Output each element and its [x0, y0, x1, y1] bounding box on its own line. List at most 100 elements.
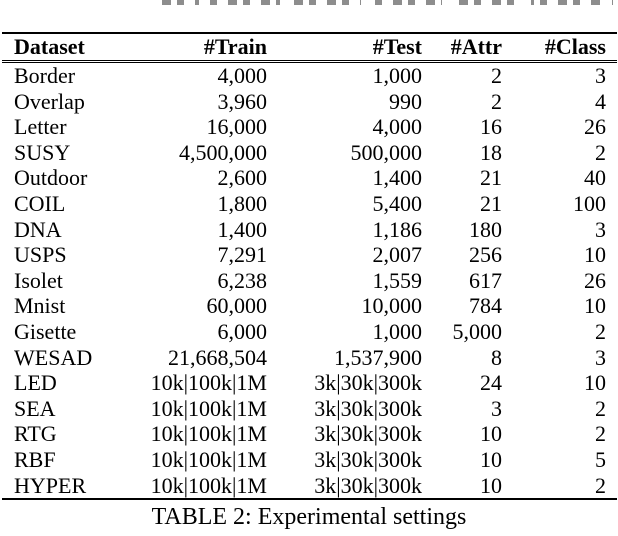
train-count-cell: 16,000 [206, 114, 268, 140]
dataset-name-cell: SEA [14, 395, 56, 421]
train-count-cell: 21,668,504 [168, 344, 267, 370]
dataset-name-cell: Letter [14, 114, 67, 140]
train-count-cell: 7,291 [217, 242, 268, 268]
attr-count-cell: 3 [491, 395, 502, 421]
attr-count-cell: 5,000 [452, 318, 503, 344]
column-header-attr: #Attr [422, 33, 502, 63]
train-count-cell: 6,238 [217, 267, 268, 293]
table-row: RTG 10k|100k|1M 3k|30k|300k 10 2 [2, 421, 617, 447]
test-count-cell: 3k|30k|300k [314, 446, 422, 472]
table-row: Outdoor 2,600 1,400 21 40 [2, 165, 617, 191]
attr-count-cell: 180 [469, 216, 502, 242]
column-header-train: #Train [132, 33, 267, 63]
train-count-cell: 60,000 [206, 293, 268, 319]
table-row: Gisette 6,000 1,000 5,000 2 [2, 319, 617, 345]
test-count-cell: 990 [389, 88, 422, 114]
table-row: HYPER 10k|100k|1M 3k|30k|300k 10 2 [2, 473, 617, 500]
attr-count-cell: 256 [469, 242, 502, 268]
class-count-cell: 100 [573, 190, 606, 216]
class-count-cell: 26 [584, 114, 606, 140]
class-count-cell: 3 [595, 63, 606, 88]
attr-count-cell: 10 [480, 421, 502, 447]
test-count-cell: 1,000 [372, 63, 423, 88]
test-count-cell: 1,559 [372, 267, 423, 293]
train-count-cell: 10k|100k|1M [150, 446, 267, 472]
train-count-cell: 4,000 [217, 63, 268, 88]
class-count-cell: 3 [595, 344, 606, 370]
attr-count-cell: 24 [480, 370, 502, 396]
attr-count-cell: 2 [491, 88, 502, 114]
train-count-cell: 6,000 [217, 318, 268, 344]
attr-count-cell: 8 [491, 344, 502, 370]
table-row: RBF 10k|100k|1M 3k|30k|300k 10 5 [2, 447, 617, 473]
dataset-name-cell: RBF [14, 446, 56, 472]
table-row: Border 4,000 1,000 2 3 [2, 62, 617, 89]
class-count-cell: 10 [584, 293, 606, 319]
experimental-settings-table: Dataset #Train #Test #Attr #Class Border 4,00… [2, 32, 617, 501]
test-count-cell: 10,000 [361, 293, 423, 319]
table-row: DNA 1,400 1,186 180 3 [2, 217, 617, 243]
train-count-cell: 10k|100k|1M [150, 370, 267, 396]
dataset-name-cell: USPS [14, 242, 67, 268]
class-count-cell: 2 [595, 472, 606, 498]
test-count-cell: 3k|30k|300k [314, 370, 422, 396]
class-count-cell: 10 [584, 370, 606, 396]
table-row: Mnist 60,000 10,000 784 10 [2, 293, 617, 319]
table-row: USPS 7,291 2,007 256 10 [2, 242, 617, 268]
dataset-name-cell: HYPER [14, 472, 87, 498]
class-count-cell: 5 [595, 446, 606, 472]
test-count-cell: 1,186 [372, 216, 423, 242]
test-count-cell: 500,000 [350, 139, 423, 165]
attr-count-cell: 2 [491, 63, 502, 88]
test-count-cell: 1,400 [372, 165, 423, 191]
dataset-name-cell: WESAD [14, 344, 93, 370]
table-row: LED 10k|100k|1M 3k|30k|300k 24 10 [2, 370, 617, 396]
dataset-name-cell: Overlap [14, 88, 85, 114]
dataset-name-cell: SUSY [14, 139, 71, 165]
train-count-cell: 4,500,000 [179, 139, 267, 165]
class-count-cell: 2 [595, 139, 606, 165]
dataset-name-cell: RTG [14, 421, 57, 447]
table-header-row: Dataset #Train #Test #Attr #Class [2, 33, 617, 63]
dataset-name-cell: Mnist [14, 293, 66, 319]
dataset-name-cell: DNA [14, 216, 62, 242]
test-count-cell: 4,000 [372, 114, 423, 140]
class-count-cell: 3 [595, 216, 606, 242]
column-header-test: #Test [267, 33, 422, 63]
test-count-cell: 3k|30k|300k [314, 421, 422, 447]
class-count-cell: 40 [584, 165, 606, 191]
attr-count-cell: 16 [480, 114, 502, 140]
table-row: Isolet 6,238 1,559 617 26 [2, 268, 617, 294]
class-count-cell: 26 [584, 267, 606, 293]
table-caption: TABLE 2: Experimental settings [151, 504, 467, 530]
test-count-cell: 3k|30k|300k [314, 395, 422, 421]
table-body: Border 4,000 1,000 2 3 Overlap 3,960 990 2 4 Lette… [2, 62, 617, 500]
attr-count-cell: 21 [480, 190, 502, 216]
train-count-cell: 2,600 [217, 165, 268, 191]
dataset-name-cell: Border [14, 63, 76, 88]
class-count-cell: 2 [595, 318, 606, 344]
train-count-cell: 10k|100k|1M [150, 395, 267, 421]
test-count-cell: 5,400 [372, 190, 423, 216]
train-count-cell: 10k|100k|1M [150, 421, 267, 447]
attr-count-cell: 10 [480, 472, 502, 498]
attr-count-cell: 784 [469, 293, 502, 319]
table-row: SEA 10k|100k|1M 3k|30k|300k 3 2 [2, 396, 617, 422]
attr-count-cell: 10 [480, 446, 502, 472]
table-row: Letter 16,000 4,000 16 26 [2, 114, 617, 140]
test-count-cell: 1,537,900 [334, 344, 422, 370]
table-row: WESAD 21,668,504 1,537,900 8 3 [2, 345, 617, 371]
train-count-cell: 3,960 [217, 88, 268, 114]
test-count-cell: 3k|30k|300k [314, 472, 422, 498]
table-row: SUSY 4,500,000 500,000 18 2 [2, 140, 617, 166]
dataset-name-cell: Gisette [14, 318, 77, 344]
table-row: Overlap 3,960 990 2 4 [2, 89, 617, 115]
train-count-cell: 1,400 [217, 216, 268, 242]
dataset-name-cell: Outdoor [14, 165, 88, 191]
class-count-cell: 2 [595, 421, 606, 447]
dataset-name-cell: Isolet [14, 267, 63, 293]
class-count-cell: 2 [595, 395, 606, 421]
train-count-cell: 1,800 [217, 190, 268, 216]
test-count-cell: 2,007 [372, 242, 423, 268]
dataset-name-cell: LED [14, 370, 57, 396]
